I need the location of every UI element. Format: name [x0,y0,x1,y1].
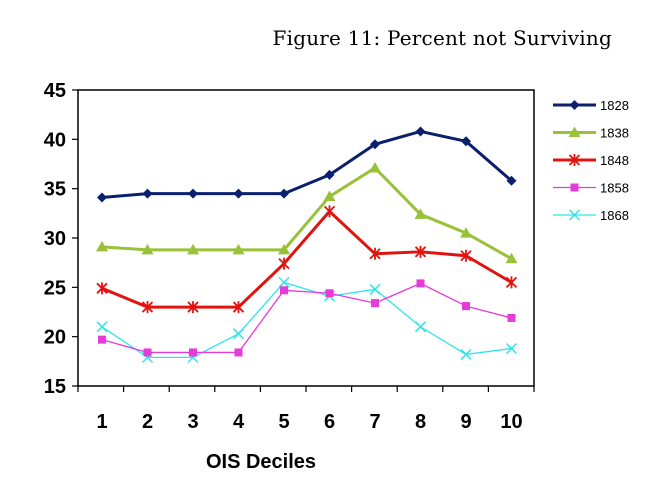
data-point [415,126,426,137]
data-point [416,279,425,288]
legend-marker [569,100,580,110]
data-point [280,286,288,295]
legend-marker [568,154,581,166]
series-1868 [96,276,518,363]
data-point [96,282,108,295]
x-tick-label: 5 [278,411,289,433]
data-point [505,342,518,355]
legend-label: 1858 [600,181,629,196]
x-tick-label: 3 [187,411,198,433]
data-point [187,301,199,314]
data-point [279,188,289,199]
data-point [507,313,516,322]
legend-label: 1828 [600,98,629,113]
data-point [278,257,290,270]
data-point [232,243,245,255]
data-point [98,335,106,344]
series-line [101,166,513,261]
legend-label: 1838 [600,126,629,141]
series-1858 [98,279,516,357]
data-point [233,188,244,199]
x-tick-label: 1 [96,411,107,433]
legend-item-1868: 1868 [553,208,629,223]
data-point [460,249,472,262]
data-point [369,247,381,260]
series-line [101,282,512,354]
data-point [234,348,243,357]
legend-marker [568,126,581,137]
data-point [506,175,517,186]
data-point [461,136,471,147]
data-point [323,190,336,202]
x-tick-label: 10 [500,411,522,433]
data-point [232,328,245,340]
data-point [141,243,154,255]
x-tick-label: 6 [324,411,335,433]
series-1848 [96,205,518,314]
legend-item-1828: 1828 [553,98,629,113]
series-layer [96,126,518,363]
data-point [414,321,427,333]
x-axis-label: OIS Deciles [206,451,316,473]
data-point [278,243,290,255]
series-1828 [97,126,517,203]
x-tick-label: 2 [142,411,153,433]
data-point [370,139,380,150]
data-point [414,245,427,258]
y-tick-label: 35 [44,179,66,201]
data-point [462,302,470,311]
y-tick-label: 20 [44,327,66,349]
y-axis: 15 20 25 30 35 40 45 [44,80,78,398]
data-point [278,276,290,288]
data-point [187,243,199,255]
data-point [323,205,336,218]
data-point [414,208,427,219]
data-point [143,348,152,357]
data-point [369,161,381,173]
x-axis: 1 2 3 4 5 6 7 8 9 10 [77,386,535,433]
legend-item-1838: 1838 [553,126,629,141]
y-tick-label: 45 [44,80,66,102]
data-point [324,169,335,180]
series-1838 [96,161,518,264]
data-point [505,252,518,264]
data-point [188,188,198,199]
data-point [460,348,472,360]
x-tick-label: 7 [369,411,380,433]
data-point [325,289,334,298]
x-tick-label: 4 [233,411,245,433]
series-line [101,129,513,200]
data-point [371,299,379,308]
data-point [232,301,245,314]
data-point [189,348,197,357]
figure-title: Figure 11: Percent not Surviving [272,26,612,50]
data-point [96,321,108,333]
y-tick-label: 25 [44,277,66,299]
series-line [101,209,513,309]
data-point [460,227,472,238]
x-tick-label: 9 [460,411,471,433]
x-tick-label: 8 [415,411,426,433]
legend: 1828 1838 1848 1858 1868 [553,98,629,223]
legend-label: 1868 [600,208,629,223]
y-tick-label: 30 [44,228,66,250]
data-point [97,192,107,203]
data-point [141,301,154,314]
data-point [505,276,518,289]
legend-marker [568,209,581,221]
legend-item-1858: 1858 [553,181,629,196]
legend-label: 1848 [600,153,629,168]
legend-marker [570,183,579,192]
y-tick-label: 15 [44,376,66,398]
series-line [101,281,512,359]
data-point [142,188,153,199]
data-point [369,283,381,295]
data-point [96,240,108,252]
legend-item-1848: 1848 [553,153,629,168]
y-tick-label: 40 [44,129,66,151]
